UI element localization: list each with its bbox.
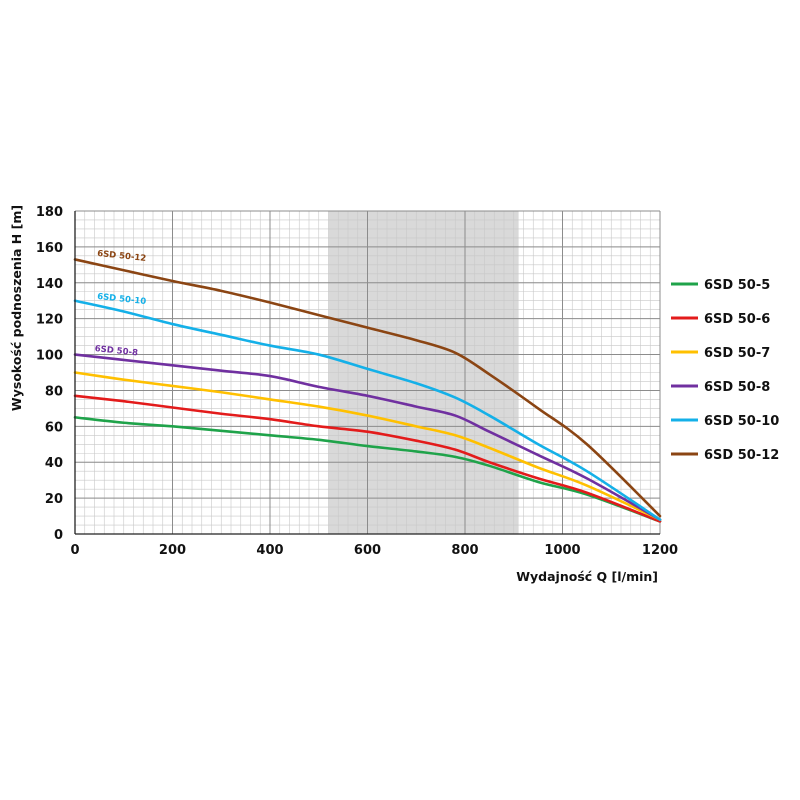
- x-tick-label: 600: [354, 543, 381, 558]
- legend-label: 6SD 50-7: [704, 346, 770, 361]
- curve-label: 6SD 50-8: [94, 344, 138, 358]
- y-tick-label: 80: [45, 384, 63, 399]
- y-tick-label: 20: [45, 492, 63, 507]
- legend-label: 6SD 50-5: [704, 278, 770, 293]
- legend-label: 6SD 50-8: [704, 380, 770, 395]
- series-line-6sd-50-8: [73, 353, 662, 521]
- legend-item: 6SD 50-8: [671, 380, 770, 395]
- y-tick-label: 100: [36, 349, 63, 364]
- legend-item: 6SD 50-12: [671, 448, 779, 463]
- legend-item: 6SD 50-10: [671, 414, 779, 429]
- series-line-6sd-50-10: [73, 299, 662, 521]
- y-tick-label: 120: [36, 313, 63, 328]
- x-axis-label: Wydajność Q [l/min]: [516, 569, 658, 584]
- y-tick-label: 40: [45, 456, 63, 471]
- legend-label: 6SD 50-10: [704, 414, 779, 429]
- y-axis-label: Wysokość podnoszenia H [m]: [9, 205, 24, 411]
- x-tick-labels: 0 200 400 600 800 1000 1200: [70, 543, 678, 558]
- x-tick-label: 1000: [544, 543, 580, 558]
- legend-label: 6SD 50-6: [704, 312, 770, 327]
- x-tick-label: 200: [159, 543, 186, 558]
- y-tick-label: 160: [36, 241, 63, 256]
- series-line-6sd-50-5: [73, 416, 662, 523]
- x-tick-label: 400: [256, 543, 283, 558]
- legend-item: 6SD 50-7: [671, 346, 770, 361]
- x-tick-label: 800: [451, 543, 478, 558]
- series-line-6sd-50-6: [73, 394, 662, 523]
- legend-item: 6SD 50-6: [671, 312, 770, 327]
- axes: [74, 211, 660, 535]
- y-tick-label: 180: [36, 205, 63, 220]
- y-tick-labels: 0 20 40 60 80 100 120 140 160 180: [36, 205, 63, 543]
- legend-item: 6SD 50-5: [671, 278, 770, 293]
- series-lines: [73, 258, 662, 523]
- series-line-6sd-50-12: [73, 258, 662, 518]
- series-line-6sd-50-7: [73, 371, 662, 521]
- legend: 6SD 50-5 6SD 50-6 6SD 50-7 6SD 50-8 6SD 50-1…: [671, 278, 779, 463]
- legend-label: 6SD 50-12: [704, 448, 779, 463]
- x-tick-label: 1200: [642, 543, 678, 558]
- y-tick-label: 140: [36, 277, 63, 292]
- y-tick-label: 0: [54, 528, 63, 543]
- x-tick-label: 0: [70, 543, 79, 558]
- y-tick-label: 60: [45, 420, 63, 435]
